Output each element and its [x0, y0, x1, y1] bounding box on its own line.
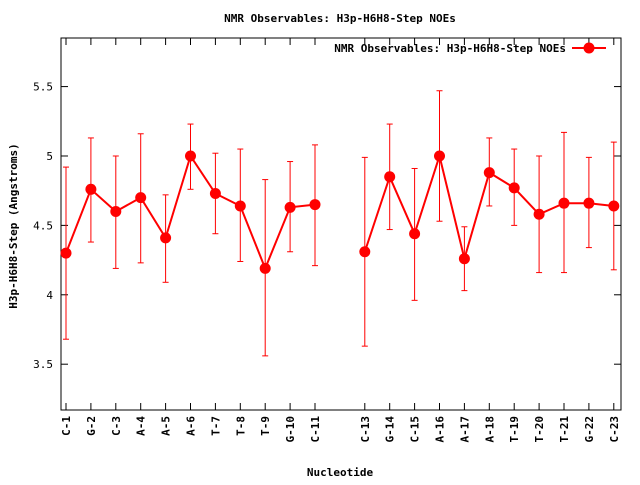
data-point [583, 197, 595, 209]
x-tick-label: T-9 [259, 416, 272, 436]
data-point [135, 192, 147, 204]
x-tick-label: C-1 [60, 416, 73, 436]
x-tick-label: T-21 [558, 416, 571, 443]
data-point [160, 232, 172, 244]
data-point [533, 208, 545, 220]
data-point [409, 228, 421, 240]
data-point [209, 187, 221, 199]
x-tick-label: G-22 [583, 416, 596, 443]
data-point [508, 182, 520, 194]
y-axis-title: H3p-H6H8-Step (Angstroms) [7, 143, 20, 309]
y-tick-label: 4.5 [33, 219, 53, 232]
x-tick-label: C-3 [110, 416, 123, 436]
x-tick-label: A-17 [458, 416, 471, 443]
data-point [234, 200, 246, 212]
x-tick-label: T-8 [234, 416, 247, 436]
legend: NMR Observables: H3p-H6H8-Step NOEs [334, 42, 606, 55]
data-point [85, 183, 97, 195]
y-tick-label: 3.5 [33, 358, 53, 371]
y-tick-label: 5.5 [33, 81, 53, 94]
data-point [434, 150, 445, 162]
x-tick-label: G-14 [384, 416, 397, 443]
x-axis-title: Nucleotide [307, 466, 374, 479]
x-tick-label: T-7 [209, 416, 222, 436]
y-tick-label: 5 [46, 150, 53, 163]
x-tick-label: T-20 [533, 416, 546, 443]
x-tick-label: T-19 [508, 416, 521, 443]
x-tick-label: C-15 [409, 416, 422, 443]
y-tick-label: 4 [46, 289, 53, 302]
data-point [259, 262, 271, 274]
data-point [284, 201, 296, 213]
data-point [608, 200, 620, 212]
data-point [60, 247, 72, 259]
x-tick-label: C-13 [359, 416, 372, 443]
chart-title: NMR Observables: H3p-H6H8-Step NOEs [224, 12, 456, 25]
data-point [309, 199, 321, 211]
series-layer [60, 90, 620, 357]
x-tick-label: C-11 [309, 416, 322, 443]
y-axis: 3.5 4 4.5 5 5.5 [33, 81, 621, 371]
x-tick-label: A-4 [135, 416, 148, 436]
x-axis: C-1 G-2 C-3 A-4 A-5 A-6 T-7 T-8 T-9 G-10 C-11 C-13 G… [60, 38, 621, 443]
x-tick-label: A-5 [160, 416, 173, 436]
data-point [359, 246, 371, 258]
x-tick-label: G-10 [284, 416, 297, 443]
x-tick-label: A-16 [434, 416, 447, 443]
x-tick-label: A-6 [185, 416, 198, 436]
data-point [458, 253, 470, 265]
data-point [483, 167, 495, 179]
data-point [558, 197, 570, 209]
data-point [110, 206, 122, 218]
x-tick-label: A-18 [483, 416, 496, 443]
data-point [185, 150, 196, 162]
legend-label: NMR Observables: H3p-H6H8-Step NOEs [334, 42, 566, 55]
data-point [384, 171, 396, 183]
plot-frame [60, 37, 622, 411]
legend-marker [583, 42, 595, 54]
x-tick-label: G-2 [85, 416, 98, 436]
x-tick-label: C-23 [608, 416, 621, 443]
